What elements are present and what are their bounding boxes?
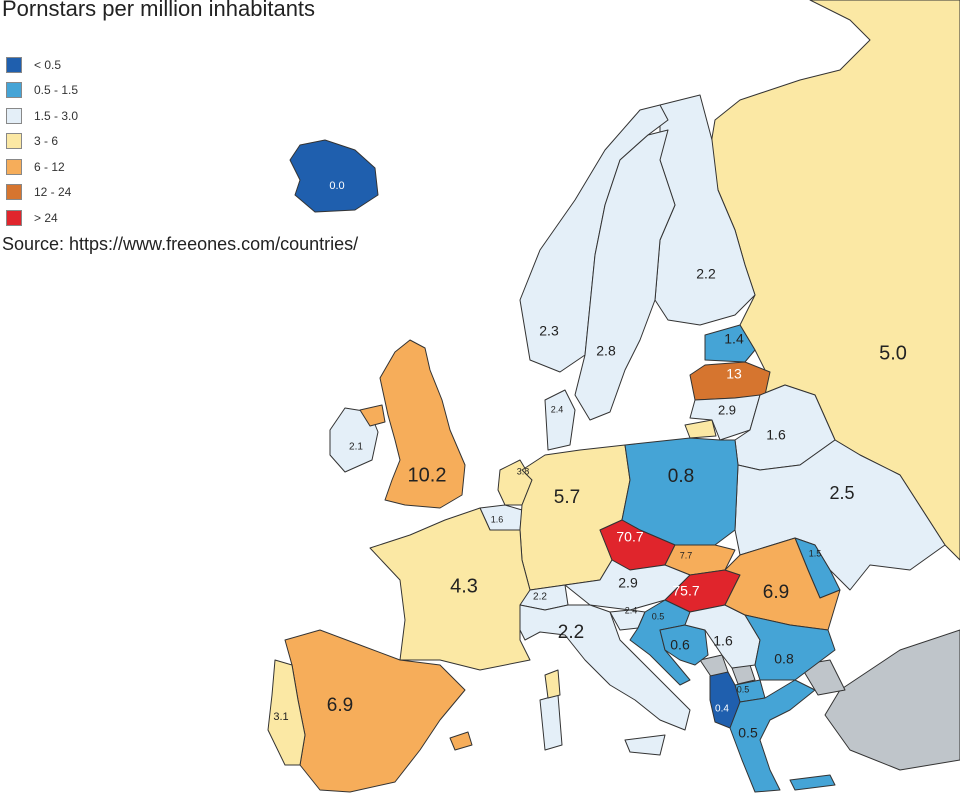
value-label-denmark: 2.4: [551, 404, 564, 414]
lithuania-region: [689, 394, 761, 441]
value-label-iceland: 0.0: [329, 180, 344, 192]
legend-swatch: [6, 107, 22, 124]
sweden-region: [574, 129, 676, 421]
italy-region: [519, 604, 691, 731]
value-label-belarus: 1.6: [766, 427, 786, 443]
value-label-czech-republic: 70.7: [616, 529, 643, 545]
value-label-sweden: 2.8: [596, 343, 616, 359]
legend-swatch: [6, 82, 22, 99]
iceland-region: [289, 139, 379, 213]
uk-region: [379, 339, 466, 509]
poland-region: [621, 437, 739, 546]
value-label-north-macedonia: 0.5: [737, 684, 750, 694]
value-label-switzerland: 2.2: [533, 592, 547, 603]
value-label-portugal: 3.1: [273, 711, 288, 723]
austria-region: [564, 559, 691, 611]
legend-swatch: [6, 56, 22, 73]
value-label-poland: 0.8: [668, 466, 694, 487]
value-label-netherlands: 3.8: [517, 466, 530, 476]
balearic-region: [449, 731, 473, 751]
legend-item: 1.5 - 3.0: [6, 103, 78, 129]
value-label-united-kingdom: 10.2: [408, 464, 447, 486]
denmark-region: [544, 389, 576, 451]
sardinia-region: [539, 694, 563, 751]
value-label-moldova: 1.5: [809, 548, 822, 558]
value-label-france: 4.3: [450, 575, 478, 597]
legend-item: 12 - 24: [6, 180, 78, 206]
romania-region: [724, 537, 841, 631]
value-label-bulgaria: 0.8: [774, 651, 794, 667]
legend-item: 6 - 12: [6, 154, 78, 180]
estonia-region: [704, 324, 756, 363]
bulgaria-region: [744, 614, 836, 681]
value-label-ireland: 2.1: [349, 442, 363, 453]
legend-label: 6 - 12: [34, 159, 65, 174]
turkey-region: [824, 629, 960, 771]
value-label-greece: 0.5: [738, 725, 758, 741]
value-label-lithuania: 2.9: [718, 402, 736, 417]
value-label-slovakia: 7.7: [680, 550, 693, 560]
value-label-bosnia-and-herzegovina: 0.6: [670, 637, 690, 653]
value-label-estonia: 1.4: [724, 331, 744, 347]
legend-label: < 0.5: [34, 57, 62, 72]
value-label-russia: 5.0: [879, 342, 907, 364]
value-label-slovenia: 2.4: [625, 605, 638, 615]
legend-label: 1.5 - 3.0: [34, 108, 79, 123]
legend: < 0.5 0.5 - 1.5 1.5 - 3.0 3 - 6 6 - 12 1…: [6, 52, 78, 231]
legend-item: > 24: [6, 205, 78, 231]
northern-ireland-region: [359, 404, 386, 427]
value-label-hungary: 75.7: [672, 583, 699, 599]
legend-item: 3 - 6: [6, 129, 78, 155]
value-label-croatia: 0.5: [652, 611, 665, 621]
crete-region: [789, 774, 836, 791]
value-label-serbia: 1.6: [713, 633, 733, 649]
kaliningrad-region: [684, 419, 717, 439]
value-label-albania: 0.4: [715, 704, 729, 715]
source-note: Source: https://www.freeones.com/countri…: [2, 234, 359, 254]
value-label-austria: 2.9: [618, 575, 638, 591]
greece-region: [729, 679, 816, 793]
value-label-norway: 2.3: [539, 323, 559, 339]
legend-label: 3 - 6: [34, 134, 59, 149]
value-label-spain: 6.9: [327, 695, 353, 716]
ireland-region: [329, 407, 379, 473]
legend-swatch: [6, 209, 22, 226]
legend-label: 12 - 24: [34, 185, 72, 200]
value-label-italy: 2.2: [558, 622, 584, 643]
corsica-region: [544, 669, 561, 699]
value-label-romania: 6.9: [763, 582, 789, 603]
sicily-region: [624, 734, 666, 756]
value-label-belgium: 1.6: [491, 514, 504, 524]
value-label-ukraine: 2.5: [829, 483, 854, 503]
legend-swatch: [6, 158, 22, 175]
map-title: Pornstars per million inhabitants: [2, 0, 316, 21]
legend-item: 0.5 - 1.5: [6, 78, 78, 104]
legend-label: 0.5 - 1.5: [34, 83, 79, 98]
legend-item: < 0.5: [6, 52, 78, 78]
value-label-latvia: 13: [726, 366, 742, 382]
portugal-region: [267, 659, 306, 766]
value-label-finland: 2.2: [696, 266, 716, 282]
legend-label: > 24: [34, 210, 58, 225]
value-label-germany: 5.7: [554, 487, 580, 508]
legend-swatch: [6, 184, 22, 201]
legend-swatch: [6, 133, 22, 150]
